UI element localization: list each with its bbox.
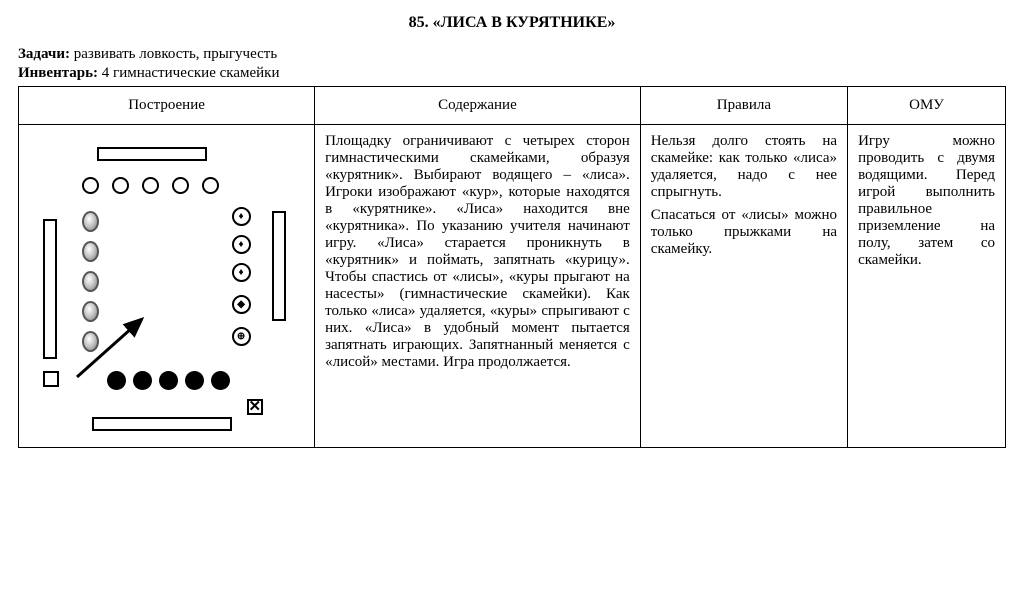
filled-circle-0 xyxy=(107,371,126,390)
icon-marker-2: ♦ xyxy=(232,263,251,282)
cell-rules: Нельзя долго стоять на скамейке: как тол… xyxy=(640,125,847,448)
filled-circle-2 xyxy=(159,371,178,390)
col-header-formation: Построение xyxy=(19,87,315,125)
inventory-value: 4 гимнастические скамейки xyxy=(98,65,279,81)
small-square xyxy=(43,371,59,387)
inventory-label: Инвентарь: xyxy=(18,65,98,81)
bench-left xyxy=(43,219,57,359)
icon-marker-4: ⊕ xyxy=(232,327,251,346)
omu-text: Игру можно проводить с двумя водящими. П… xyxy=(858,133,995,269)
filled-circle-1 xyxy=(133,371,152,390)
tasks-value: развивать ловкость, прыгучесть xyxy=(70,46,277,62)
main-table: Построение Содержание Правила ОМУ xyxy=(18,86,1006,448)
grey-marker-4 xyxy=(82,331,99,352)
icon-marker-1: ♦ xyxy=(232,235,251,254)
cell-formation: ♦ ♦ ♦ ◆ ⊕ ✕ xyxy=(19,125,315,448)
grey-marker-0 xyxy=(82,211,99,232)
page-title: 85. «ЛИСА В КУРЯТНИКЕ» xyxy=(18,14,1006,32)
rules-p2: Спасаться от «лисы» можно только прыжкам… xyxy=(651,207,837,258)
grey-marker-2 xyxy=(82,271,99,292)
bench-top xyxy=(97,147,207,161)
icon-marker-0: ♦ xyxy=(232,207,251,226)
cell-omu: Игру можно проводить с двумя водящими. П… xyxy=(848,125,1006,448)
open-circle-1 xyxy=(112,177,129,194)
meta-block: Задачи: развивать ловкость, прыгучесть И… xyxy=(18,46,1006,82)
filled-circle-3 xyxy=(185,371,204,390)
cell-content: Площадку ограничивают с четырех сторон г… xyxy=(315,125,641,448)
filled-circle-4 xyxy=(211,371,230,390)
icon-marker-3: ◆ xyxy=(232,295,251,314)
col-header-content: Содержание xyxy=(315,87,641,125)
tasks-label: Задачи: xyxy=(18,46,70,62)
col-header-omu: ОМУ xyxy=(848,87,1006,125)
content-text: Площадку ограничивают с четырех сторон г… xyxy=(325,133,630,371)
table-header-row: Построение Содержание Правила ОМУ xyxy=(19,87,1006,125)
arrow-svg xyxy=(37,139,297,439)
grey-marker-1 xyxy=(82,241,99,262)
open-circle-4 xyxy=(202,177,219,194)
table-row: ♦ ♦ ♦ ◆ ⊕ ✕ Площадку ограничивают с четырех с… xyxy=(19,125,1006,448)
grey-marker-3 xyxy=(82,301,99,322)
bench-bottom xyxy=(92,417,232,431)
open-circle-0 xyxy=(82,177,99,194)
open-circle-3 xyxy=(172,177,189,194)
formation-diagram: ♦ ♦ ♦ ◆ ⊕ ✕ xyxy=(37,139,297,439)
rules-p1: Нельзя долго стоять на скамейке: как тол… xyxy=(651,133,837,201)
bench-right xyxy=(272,211,286,321)
col-header-rules: Правила xyxy=(640,87,847,125)
open-circle-2 xyxy=(142,177,159,194)
x-box: ✕ xyxy=(247,399,263,415)
